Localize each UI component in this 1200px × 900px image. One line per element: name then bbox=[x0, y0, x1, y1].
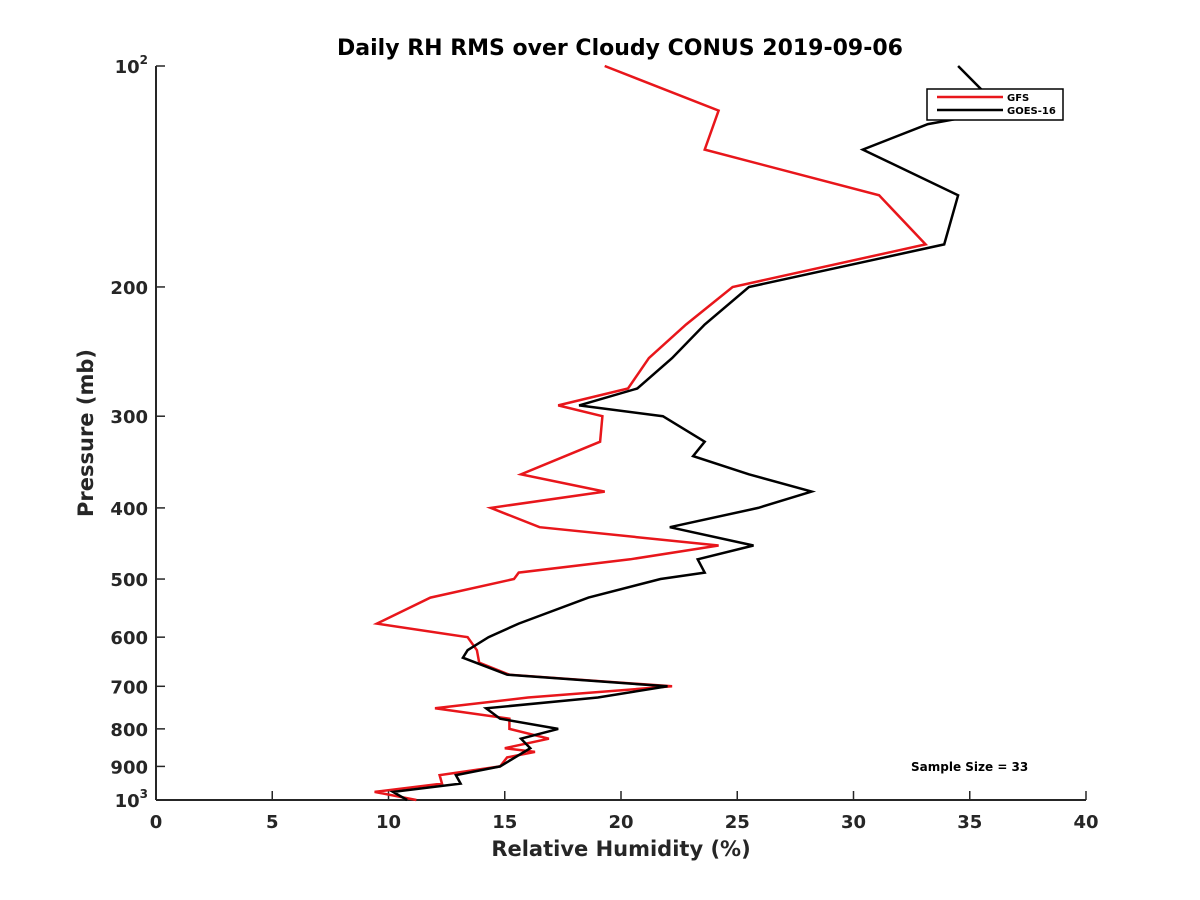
y-tick-label: 500 bbox=[110, 570, 148, 591]
y-tick-label-base: 400 bbox=[110, 499, 148, 520]
y-tick-label-base: 10 bbox=[115, 791, 140, 812]
x-tick-label: 20 bbox=[608, 812, 633, 833]
y-tick-label: 600 bbox=[110, 628, 148, 649]
legend-label-goes16: GOES-16 bbox=[1007, 106, 1056, 117]
legend-box bbox=[926, 88, 1064, 121]
y-tick-label: 300 bbox=[110, 407, 148, 428]
series-lines bbox=[372, 64, 1005, 802]
chart-title: Daily RH RMS over Cloudy CONUS 2019-09-0… bbox=[337, 36, 903, 61]
x-tick-label: 10 bbox=[376, 812, 401, 833]
x-tick-label: 40 bbox=[1073, 812, 1098, 833]
x-tick-label: 5 bbox=[266, 812, 279, 833]
y-tick-label-base: 700 bbox=[110, 677, 148, 698]
y-tick-label-base: 10 bbox=[115, 57, 140, 78]
sample-size-annotation: Sample Size = 33 bbox=[911, 760, 1028, 774]
x-tick-label: 25 bbox=[725, 812, 750, 833]
y-axis-label: Pressure (mb) bbox=[74, 349, 98, 517]
y-tick-label: 200 bbox=[110, 278, 148, 299]
y-tick-label: 900 bbox=[110, 757, 148, 778]
x-tick-label: 0 bbox=[150, 812, 163, 833]
y-tick-label-base: 300 bbox=[110, 407, 148, 428]
y-tick-label: 103 bbox=[115, 787, 148, 812]
y-tick-label-base: 900 bbox=[110, 757, 148, 778]
plot-area: 0 5 10 15 20 25 30 35 40 10220030040050060070080… bbox=[110, 53, 1098, 833]
x-axis-ticks: 0 5 10 15 20 25 30 35 40 bbox=[150, 791, 1099, 833]
y-tick-label-exponent: 3 bbox=[140, 787, 148, 801]
x-tick-label: 15 bbox=[492, 812, 517, 833]
y-tick-label: 800 bbox=[110, 720, 148, 741]
series-line-goes16 bbox=[389, 65, 1005, 802]
x-tick-label: 30 bbox=[841, 812, 866, 833]
y-tick-label-exponent: 2 bbox=[140, 53, 148, 67]
y-tick-label: 700 bbox=[110, 677, 148, 698]
x-axis-label: Relative Humidity (%) bbox=[491, 837, 750, 861]
series-line-gfs bbox=[372, 64, 929, 802]
y-tick-label-base: 600 bbox=[110, 628, 148, 649]
x-tick-label: 35 bbox=[957, 812, 982, 833]
y-tick-label-base: 800 bbox=[110, 720, 148, 741]
legend: GFS GOES-16 bbox=[926, 88, 1064, 121]
legend-label-gfs: GFS bbox=[1007, 93, 1029, 104]
y-tick-label-base: 500 bbox=[110, 570, 148, 591]
y-tick-label-base: 200 bbox=[110, 278, 148, 299]
y-tick-label: 102 bbox=[115, 53, 148, 78]
y-tick-label: 400 bbox=[110, 499, 148, 520]
